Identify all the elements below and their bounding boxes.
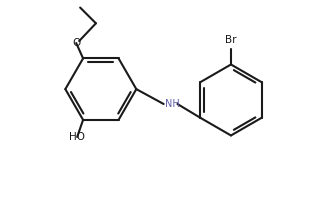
Text: Br: Br [225,35,237,45]
Text: O: O [72,38,80,48]
Text: HO: HO [69,132,85,142]
Text: NH: NH [165,99,179,109]
